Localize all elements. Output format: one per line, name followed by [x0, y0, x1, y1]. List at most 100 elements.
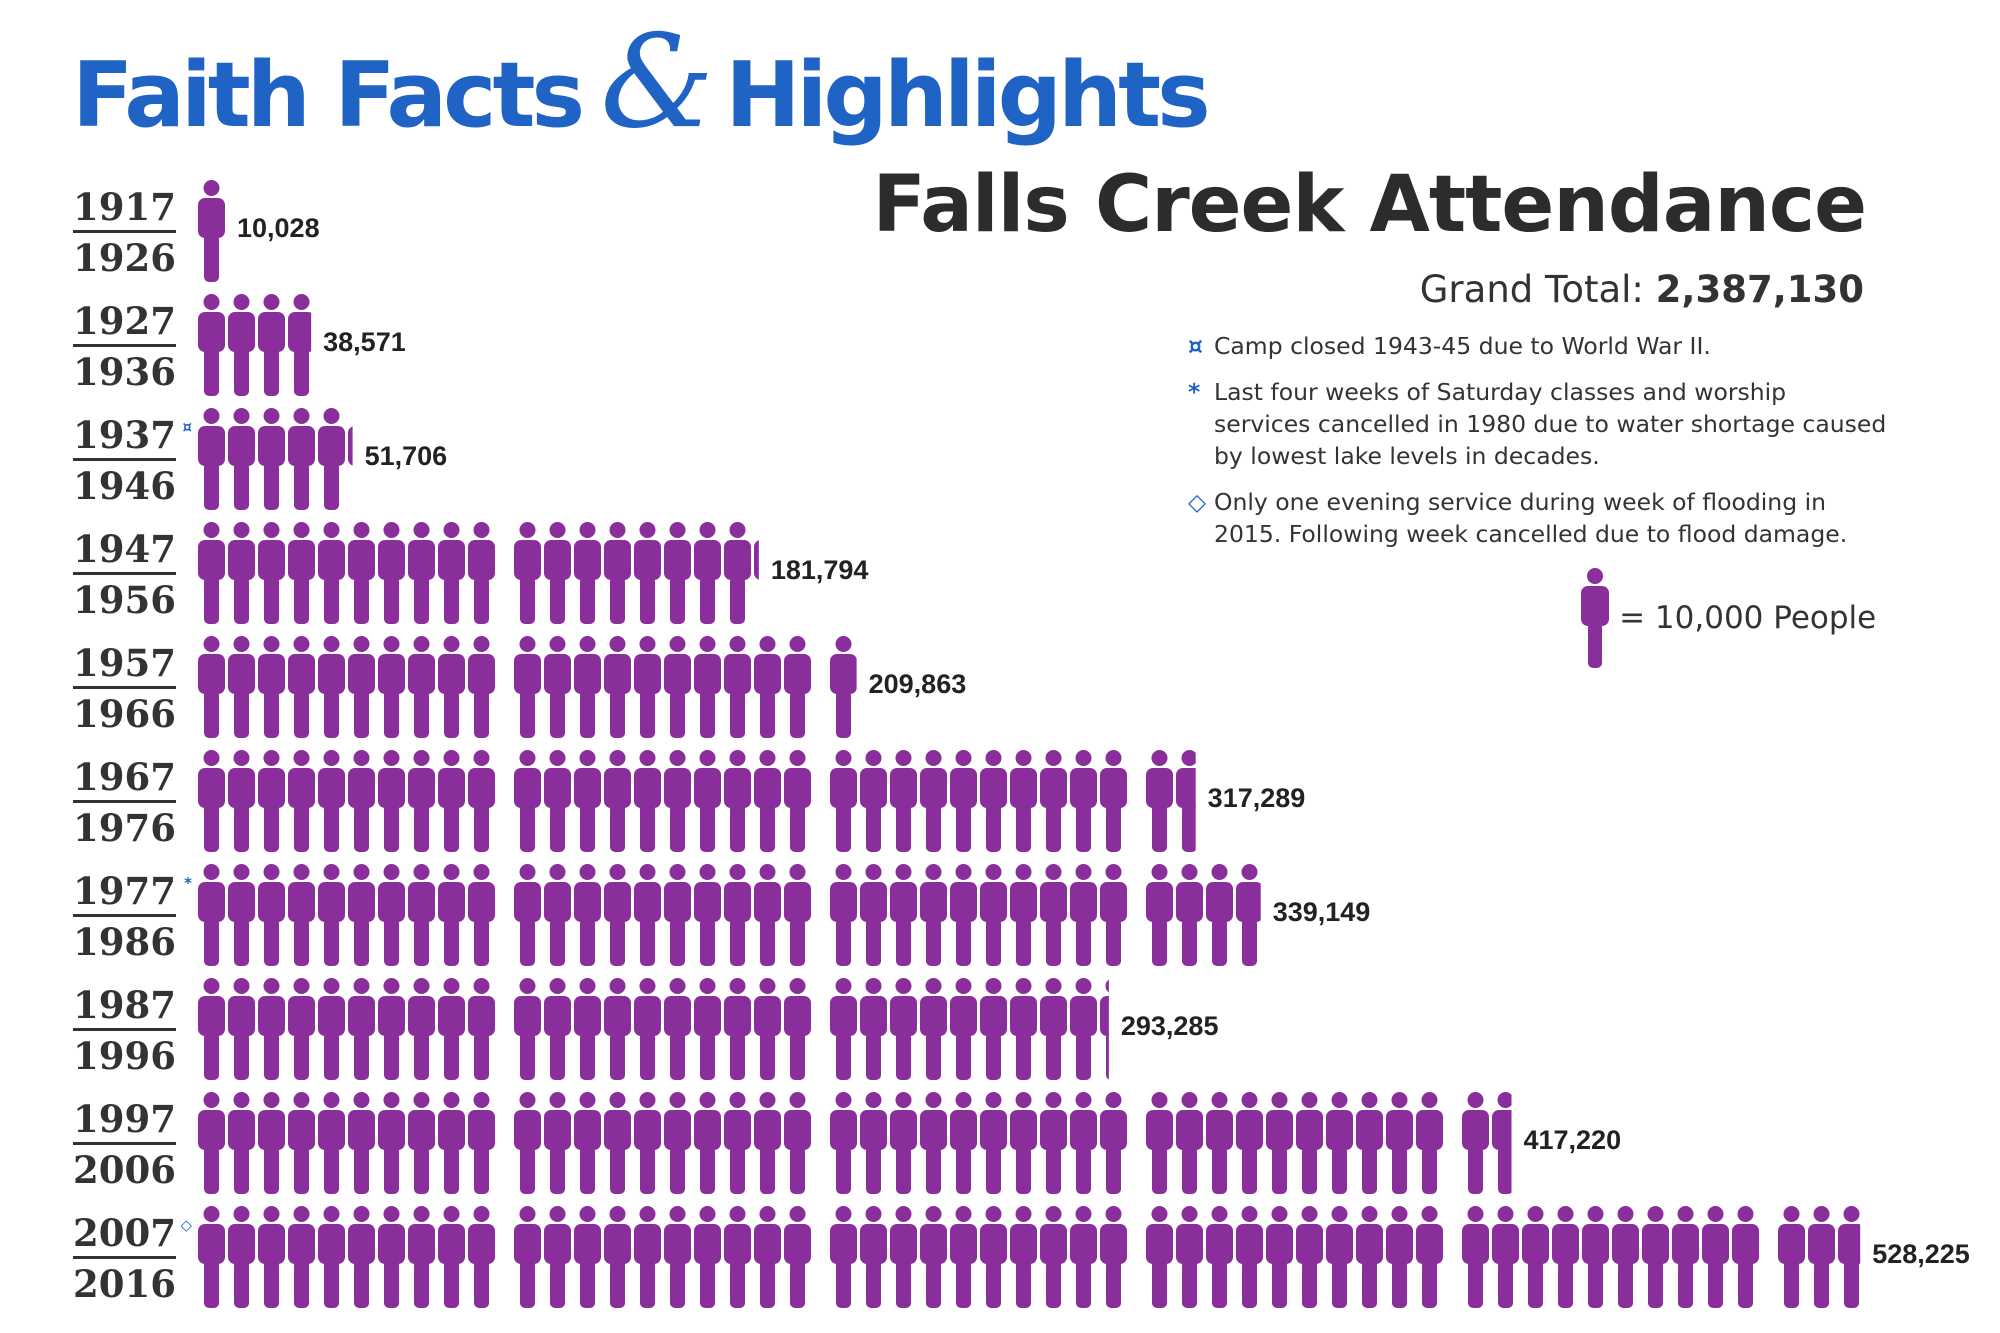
person-figure: [1100, 1092, 1127, 1194]
person-figure: [1642, 1206, 1669, 1308]
value-label: 339,149: [1272, 897, 1371, 927]
person-figure: [574, 864, 601, 966]
person-figure: [784, 1092, 811, 1194]
person-figure: [258, 1206, 285, 1308]
person-figure: [890, 750, 917, 852]
person-figure: [228, 1206, 255, 1308]
person-figure: [604, 1092, 631, 1194]
person-figure: [348, 978, 375, 1080]
period-label: 1917 1926: [60, 186, 176, 279]
person-figure: [378, 864, 405, 966]
person-figure: [288, 636, 315, 738]
person-figure: [438, 978, 465, 1080]
person-figure: [318, 1092, 345, 1194]
person-figure: [544, 522, 571, 624]
person-figure: [408, 864, 435, 966]
person-figure: [664, 1092, 691, 1194]
person-figure: [468, 1092, 495, 1194]
person-figure: [694, 1092, 721, 1194]
person-figure: [634, 864, 661, 966]
person-figure: [408, 522, 435, 624]
person-figure: [1582, 1206, 1609, 1308]
value-label: 528,225: [1872, 1239, 1970, 1269]
value-label: 317,289: [1207, 783, 1306, 813]
grand-total: Grand Total: 2,387,130: [1420, 268, 1864, 311]
person-figure: [318, 408, 345, 510]
person-figure: [784, 636, 811, 738]
value-label: 209,863: [868, 669, 967, 699]
person-figure: [514, 864, 541, 966]
period-end: 1926: [73, 236, 176, 280]
person-figure: [408, 1092, 435, 1194]
person-figure: [348, 636, 375, 738]
period-start: 1917: [73, 186, 176, 233]
person-figure: [1040, 864, 1067, 966]
note-symbol: ¤: [1188, 332, 1203, 360]
person-figure: [694, 522, 721, 624]
person-figure: [198, 294, 225, 396]
person-figure: [830, 636, 857, 738]
person-figure: [724, 522, 751, 624]
person-figure: [634, 1206, 661, 1308]
person-figure: [664, 636, 691, 738]
value-label: 10,028: [237, 213, 320, 243]
person-figure: [724, 978, 751, 1080]
person-figure: [1702, 1206, 1729, 1308]
person-figure: [604, 978, 631, 1080]
person-figure: [258, 750, 285, 852]
person-figure: [664, 1206, 691, 1308]
person-figure: [754, 636, 781, 738]
person-figure: [438, 864, 465, 966]
person-figure: [1146, 750, 1173, 852]
person-figure: [1462, 1206, 1489, 1308]
person-figure: [348, 426, 353, 466]
person-figure: [694, 1206, 721, 1308]
person-figure: [228, 522, 255, 624]
person-figure: [228, 1092, 255, 1194]
person-figure: [1236, 864, 1261, 966]
period-end: 1946: [73, 464, 176, 508]
person-figure: [574, 636, 601, 738]
period-start: 1997: [73, 1098, 176, 1145]
person-figure: [198, 408, 225, 510]
person-figure: [784, 750, 811, 852]
person-figure: [574, 1092, 601, 1194]
person-figure: [920, 1092, 947, 1194]
person-figure: [1176, 1206, 1203, 1308]
person-figure: [694, 636, 721, 738]
person-figure: [228, 408, 255, 510]
person-figure: [288, 978, 315, 1080]
note-text: Only one evening service during week of …: [1214, 488, 1848, 548]
person-figure: [468, 636, 495, 738]
period-end: 2016: [73, 1262, 176, 1306]
person-figure: [830, 1206, 857, 1308]
header-title-part2: Highlights: [725, 43, 1210, 148]
note-text: Camp closed 1943-45 due to World War II.: [1214, 332, 1711, 360]
period-label: 1977 * 1986: [60, 870, 192, 963]
person-figure: [514, 750, 541, 852]
person-figure: [1206, 864, 1233, 966]
person-figure: [604, 864, 631, 966]
person-figure: [318, 636, 345, 738]
person-figure: [258, 636, 285, 738]
person-figure: [830, 1092, 857, 1194]
person-figure: [1356, 1206, 1383, 1308]
person-figure: [1176, 750, 1196, 852]
person-figure: [408, 1206, 435, 1308]
person-figure: [408, 978, 435, 1080]
person-figure: [258, 522, 285, 624]
person-figure: [1326, 1206, 1353, 1308]
person-figure: [1838, 1206, 1861, 1308]
person-figure: [574, 750, 601, 852]
person-figure: [1070, 978, 1097, 1080]
person-figure: [980, 1206, 1007, 1308]
period-end: 1996: [73, 1034, 176, 1078]
person-figure: [1040, 750, 1067, 852]
person-figure: [634, 522, 661, 624]
note-flooding: ◇ Only one evening service during week o…: [1188, 486, 1888, 550]
person-figure: [228, 294, 255, 396]
person-figure: [950, 1092, 977, 1194]
person-figure: [378, 750, 405, 852]
person-figure: [468, 978, 495, 1080]
